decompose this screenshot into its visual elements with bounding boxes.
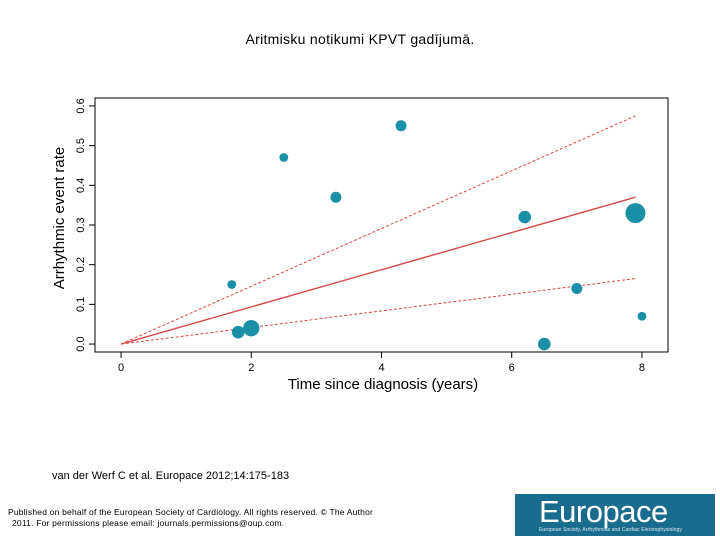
europace-logo: Europace European Society, Arrhythmias a… xyxy=(515,494,715,536)
copyright-note: Published on behalf of the European Soci… xyxy=(8,507,388,529)
data-point xyxy=(395,120,407,132)
scatter-chart: 0 2 4 6 8 0.0 0.1 0.2 0.3 0.4 0.5 0.6 Time since d… xyxy=(51,97,669,393)
data-point xyxy=(637,311,647,321)
y-tick-label: 0.3 xyxy=(75,217,87,232)
y-tick-label: 0.4 xyxy=(75,178,87,193)
plot-frame xyxy=(94,97,669,353)
slide-title: Aritmisku notikumi KPVT gadījumā. xyxy=(245,31,475,47)
ci-lower-line xyxy=(120,278,636,345)
data-point xyxy=(227,280,237,289)
x-tick-label: 4 xyxy=(378,362,384,374)
y-tick-label: 0.6 xyxy=(75,98,87,113)
ci-upper-line xyxy=(120,115,636,345)
fit-line xyxy=(120,196,636,345)
data-point xyxy=(571,283,583,294)
x-tick-label: 0 xyxy=(118,362,124,374)
data-point xyxy=(330,191,342,203)
data-point xyxy=(231,325,245,339)
x-tick-label: 6 xyxy=(509,362,515,374)
data-point xyxy=(518,210,532,224)
data-point xyxy=(625,203,646,224)
logo-wordmark: Europace xyxy=(539,494,668,529)
y-tick-label: 0.2 xyxy=(75,257,87,272)
copyright-line-1: Published on behalf of the European Soci… xyxy=(8,507,374,517)
data-point xyxy=(537,337,551,351)
copyright-line-2: 2011. For permissions please email: jour… xyxy=(12,518,285,528)
x-tick-label: 8 xyxy=(639,362,645,374)
x-axis-label: Time since diagnosis (years) xyxy=(288,376,478,393)
y-tick-label: 0.1 xyxy=(75,297,87,312)
data-point xyxy=(279,153,289,162)
y-tick-label: 0.5 xyxy=(75,138,87,153)
data-point xyxy=(243,320,260,337)
x-tick-label: 2 xyxy=(248,362,254,374)
logo-subtitle: European Society, Arrhythmias and Cardia… xyxy=(539,527,683,533)
citation: van der Werf C et al. Europace 2012;14:1… xyxy=(52,470,290,482)
y-axis-label: Arrhythmic event rate xyxy=(51,147,68,290)
y-tick-label: 0.0 xyxy=(75,336,87,351)
